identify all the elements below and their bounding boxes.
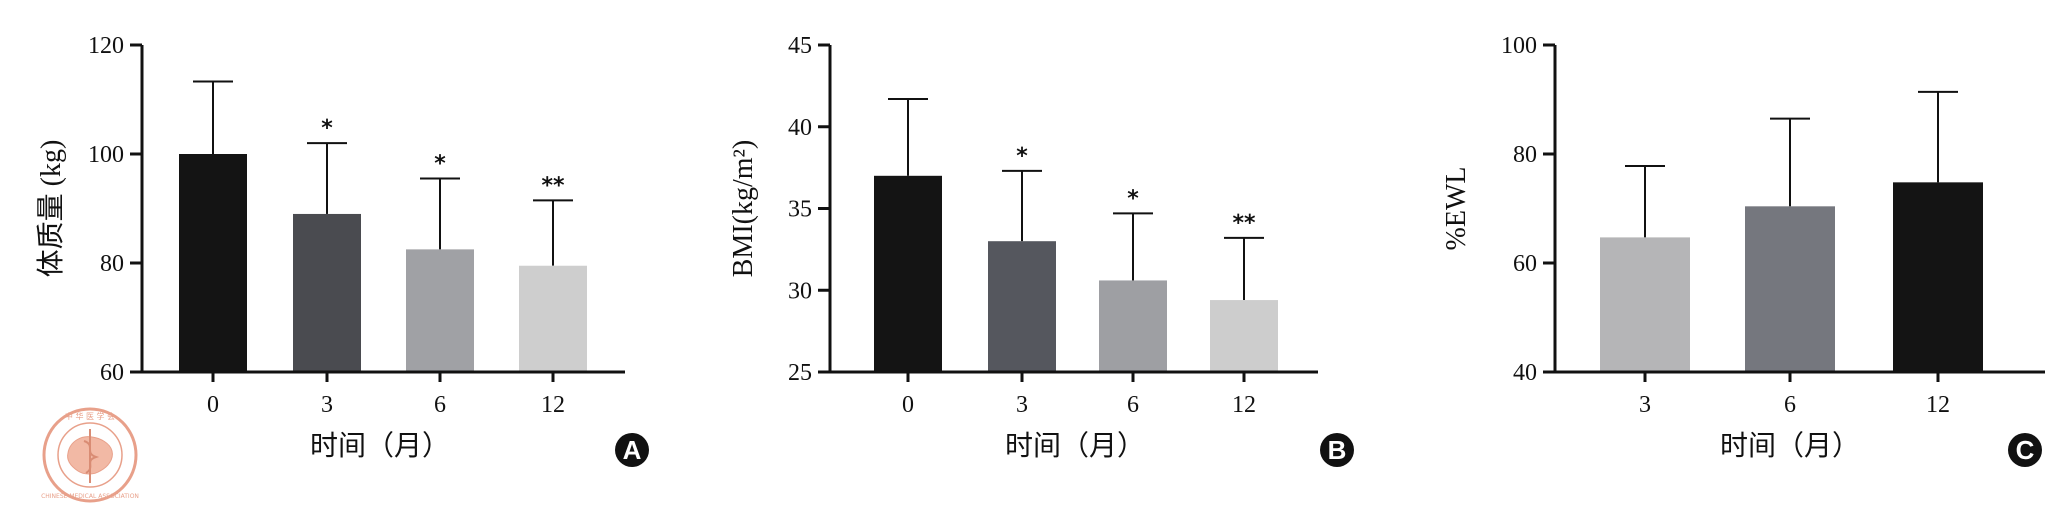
panel-c-letter-badge [2008,433,2042,467]
panel-c-y-axis-title: %EWL [1441,167,1472,251]
panel-b-y-tick-label-1: 30 [788,278,812,304]
panel-b-bar-0 [874,175,942,372]
panel-b-y-tick-label-4: 45 [788,33,812,59]
panel-a-y-tick-label-2: 100 [88,142,124,168]
panel-a-y-axis-title: 体质量 (kg) [35,140,67,278]
logo-text-bottom: CHINESE MEDICAL ASSOCIATION [41,493,139,500]
panel-a-significance-2: * [434,152,446,177]
panel-c-y-tick-label-0: 40 [1513,360,1537,386]
panel-a-significance-3: ** [541,173,565,198]
logo-text-top: 中 华 医 学 会 [65,411,115,421]
panel-b-significance-3: ** [1232,211,1256,236]
panel-c-letter: C [2016,435,2035,465]
panel-a-y-tick-label-0: 60 [100,360,124,386]
panel-b-y-tick-label-2: 35 [788,197,812,223]
panel-b-bar-3 [1210,300,1278,372]
panel-a-bar-2 [406,249,474,372]
panel-c-bar-1 [1745,206,1835,372]
panel-c-x-tick-label-1: 6 [1784,392,1796,418]
panel-b-x-tick-label-2: 6 [1127,392,1139,418]
panel-c-y-tick-label-2: 80 [1513,142,1537,168]
chinese-medical-association-logo: 中 华 医 学 会 CHINESE MEDICAL ASSOCIATION [40,405,140,505]
panel-c-x-tick-label-0: 3 [1639,392,1651,418]
panel-b-letter-badge [1320,433,1354,467]
panel-c-y-tick-label-1: 60 [1513,251,1537,277]
panel-b-x-tick-label-0: 0 [902,392,914,418]
panel-b-bar-2 [1099,280,1167,372]
panel-a-x-tick-label-2: 6 [434,392,446,418]
panel-c-y-tick-label-3: 100 [1501,33,1537,59]
panel-a-x-tick-label-3: 12 [541,392,565,418]
panel-b-significance-2: * [1127,186,1139,211]
panel-a-bar-1 [293,213,361,372]
panel-c-x-tick-label-2: 12 [1926,392,1950,418]
panel-b-bar-1 [988,241,1056,372]
panel-b-letter: B [1328,435,1347,465]
panel-a-bar-3 [519,265,587,372]
panel-a-y-tick-label-3: 120 [88,33,124,59]
panel-b-significance-1: * [1016,144,1028,169]
panel-a-x-tick-label-1: 3 [321,392,333,418]
panel-c-x-axis-title: 时间（月） [1720,430,1860,462]
panel-a-significance-1: * [321,116,333,141]
panel-b-y-axis-title: BMI(kg/m²) [728,140,759,278]
panel-a-x-tick-label-0: 0 [207,392,219,418]
panel-a-y-tick-label-1: 80 [100,251,124,277]
panel-a-bar-0 [179,154,247,372]
panel-a-letter: A [623,435,642,465]
panel-b-x-tick-label-1: 3 [1016,392,1028,418]
panel-b-x-axis-title: 时间（月） [1005,430,1145,462]
panel-a-x-axis-title: 时间（月） [310,430,450,462]
panel-c-bar-0 [1600,237,1690,372]
panel-b-y-tick-label-3: 40 [788,115,812,141]
panel-c-bar-2 [1893,182,1983,372]
panel-b-y-tick-label-0: 25 [788,360,812,386]
panel-a-letter-badge [615,433,649,467]
panel-b-x-tick-label-3: 12 [1232,392,1256,418]
